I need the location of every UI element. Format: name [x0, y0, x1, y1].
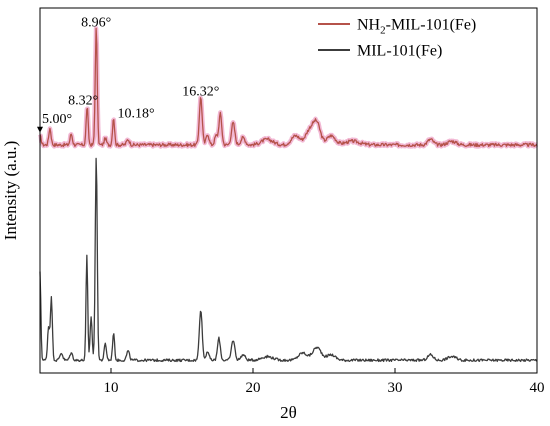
- x-tick-label: 30: [388, 380, 403, 396]
- peak-label: 16.32°: [182, 85, 219, 100]
- series-line-nh2-mil-101-fe: [39, 27, 538, 148]
- peak-annotations: 5.00° 8.32° 8.96° 10.18° 16.32°: [37, 15, 219, 133]
- x-axis-label: 2θ: [280, 403, 297, 422]
- series-layer: [37, 26, 539, 363]
- x-tick-label: 20: [246, 380, 261, 396]
- x-tick-label: 10: [104, 380, 119, 396]
- peak-label: 5.00°: [42, 112, 72, 127]
- x-axis-ticks: 10 20 30 40: [104, 368, 545, 396]
- peak-label: 10.18°: [118, 107, 155, 122]
- peak-arrowhead: [37, 126, 43, 133]
- plot-frame: [39, 7, 538, 374]
- legend: NH2-MIL-101(Fe) MIL-101(Fe): [318, 17, 476, 60]
- legend-label: NH2-MIL-101(Fe): [357, 17, 476, 37]
- series-line-mil-101-fe: [39, 157, 538, 363]
- legend-label: MIL-101(Fe): [357, 43, 442, 60]
- peak-label: 8.96°: [81, 15, 111, 30]
- peak-label: 8.32°: [68, 94, 98, 109]
- x-tick-label: 40: [530, 380, 545, 396]
- y-axis-label: Intensity (a.u.): [1, 141, 20, 241]
